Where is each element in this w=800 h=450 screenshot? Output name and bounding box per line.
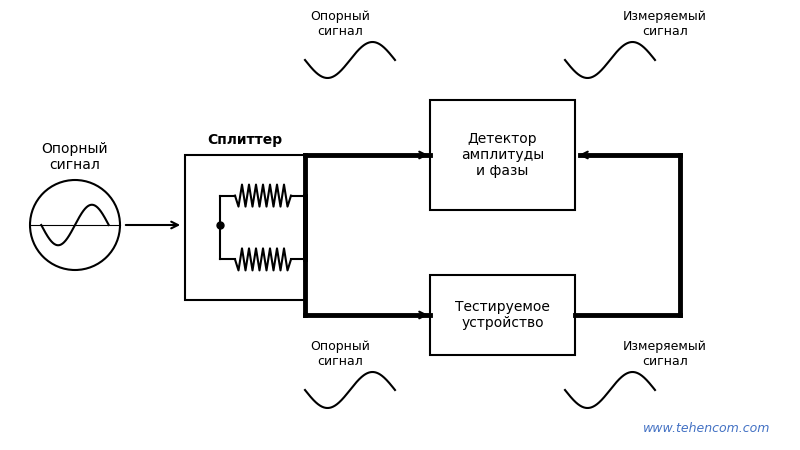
Text: Измеряемый
сигнал: Измеряемый сигнал (623, 10, 707, 38)
Text: www.tehencom.com: www.tehencom.com (642, 422, 770, 435)
Bar (430, 275, 575, 355)
Text: Опорный
сигнал: Опорный сигнал (310, 340, 370, 368)
Text: Сплиттер: Сплиттер (207, 133, 282, 147)
Text: Опорный
сигнал: Опорный сигнал (42, 142, 108, 172)
Text: Опорный
сигнал: Опорный сигнал (310, 10, 370, 38)
Bar (185, 155, 305, 300)
Bar (430, 100, 575, 210)
Text: Измеряемый
сигнал: Измеряемый сигнал (623, 340, 707, 368)
Text: Детектор
амплитуды
и фазы: Детектор амплитуды и фазы (461, 132, 544, 178)
Text: Тестируемое
устройство: Тестируемое устройство (455, 300, 550, 330)
